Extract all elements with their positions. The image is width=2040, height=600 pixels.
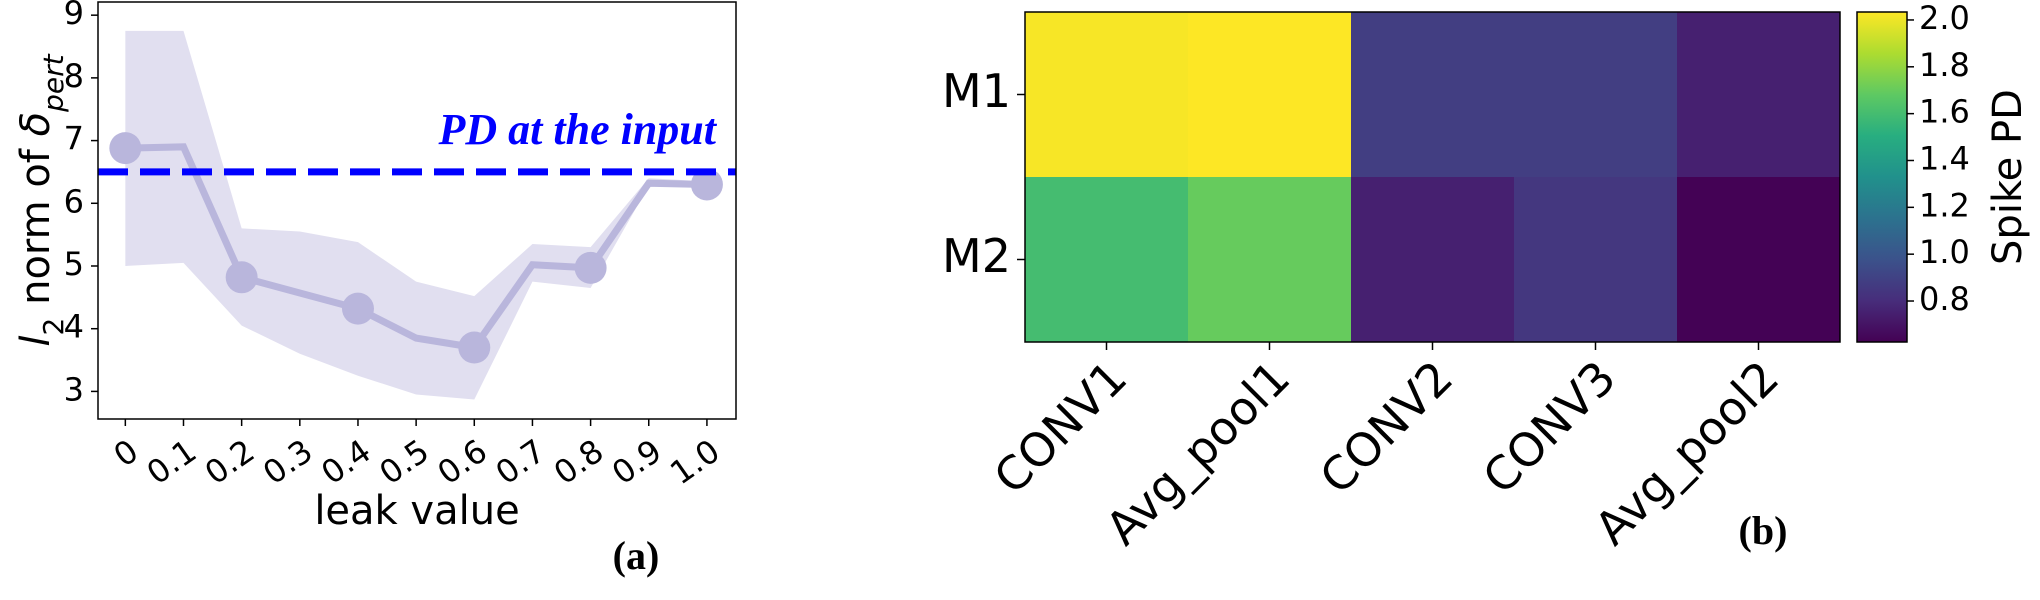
y-axis-label-part: 2 <box>37 318 70 336</box>
y-tick-label: 9 <box>64 0 84 32</box>
heatmap-cell <box>1188 12 1352 178</box>
heatmap-cell <box>1025 177 1189 343</box>
marker <box>341 292 374 325</box>
line <box>125 143 707 352</box>
marker <box>690 168 723 201</box>
annotation: PD at the input <box>438 105 718 154</box>
y-tick-label: 7 <box>64 120 84 158</box>
colorbar-tick-label: 0.8 <box>1919 280 1970 318</box>
x-tick-label: 0.3 <box>256 432 319 492</box>
colorbar-tick-label: 1.8 <box>1919 46 1970 84</box>
row-label: M1 <box>942 64 1011 118</box>
heatmap-cell <box>1677 12 1841 178</box>
y-axis-label-part: pert <box>37 53 70 113</box>
marker <box>225 261 258 294</box>
heatmap-cell <box>1025 12 1189 178</box>
colorbar-tick-label: 2.0 <box>1919 0 1970 37</box>
marker <box>458 331 491 364</box>
y-axis-label: l2 norm of δpert <box>13 53 70 346</box>
heatmap-cell <box>1677 177 1841 343</box>
row-label: M2 <box>942 229 1011 283</box>
x-tick-label: 1.0 <box>663 432 726 492</box>
y-axis-label-part: norm of <box>13 136 59 317</box>
marker <box>109 132 142 165</box>
x-tick-label: 0.1 <box>140 432 203 492</box>
marker <box>574 251 607 284</box>
heatmap-cell <box>1351 12 1515 178</box>
panel-label: (a) <box>613 533 660 578</box>
y-axis-label-part: l <box>13 335 59 346</box>
y-tick-label: 6 <box>64 182 84 220</box>
heatmap-cell <box>1514 177 1678 343</box>
x-tick-label: CONV2 <box>1309 350 1463 504</box>
confidence-band <box>125 30 707 400</box>
plot-frame <box>97 1 737 420</box>
x-tick-label: 0.4 <box>314 432 377 492</box>
x-tick-label: 0.2 <box>198 432 261 492</box>
x-tick-label: 0.7 <box>489 432 552 492</box>
heatmap-cell <box>1351 177 1515 343</box>
y-tick-label: 8 <box>64 57 84 95</box>
colorbar <box>1856 11 1908 343</box>
y-tick-label: 5 <box>64 245 84 283</box>
heatmap-cell <box>1188 177 1352 343</box>
x-tick-label: CONV1 <box>983 350 1137 504</box>
colorbar-tick-label: 1.4 <box>1919 139 1970 177</box>
x-tick-label: CONV3 <box>1472 350 1626 504</box>
colorbar-tick-label: 1.6 <box>1919 93 1970 131</box>
panel-label: (b) <box>1739 508 1788 553</box>
x-tick-label: 0.8 <box>547 432 610 492</box>
heatmap-cell <box>1514 12 1678 178</box>
y-tick-label: 3 <box>64 370 84 408</box>
x-tick-label: 0.9 <box>605 432 668 492</box>
colorbar-label: Spike PD <box>1985 89 2031 265</box>
x-tick-label: 0.6 <box>431 432 494 492</box>
x-tick-label: 0.5 <box>372 432 435 492</box>
x-axis-label: leak value <box>314 488 519 534</box>
y-tick-label: 4 <box>64 308 84 346</box>
colorbar-tick-label: 1.0 <box>1919 233 1970 271</box>
x-tick-label: 0 <box>107 432 145 475</box>
colorbar-tick-label: 1.2 <box>1919 186 1970 224</box>
y-axis-label-part: δ <box>13 112 59 136</box>
